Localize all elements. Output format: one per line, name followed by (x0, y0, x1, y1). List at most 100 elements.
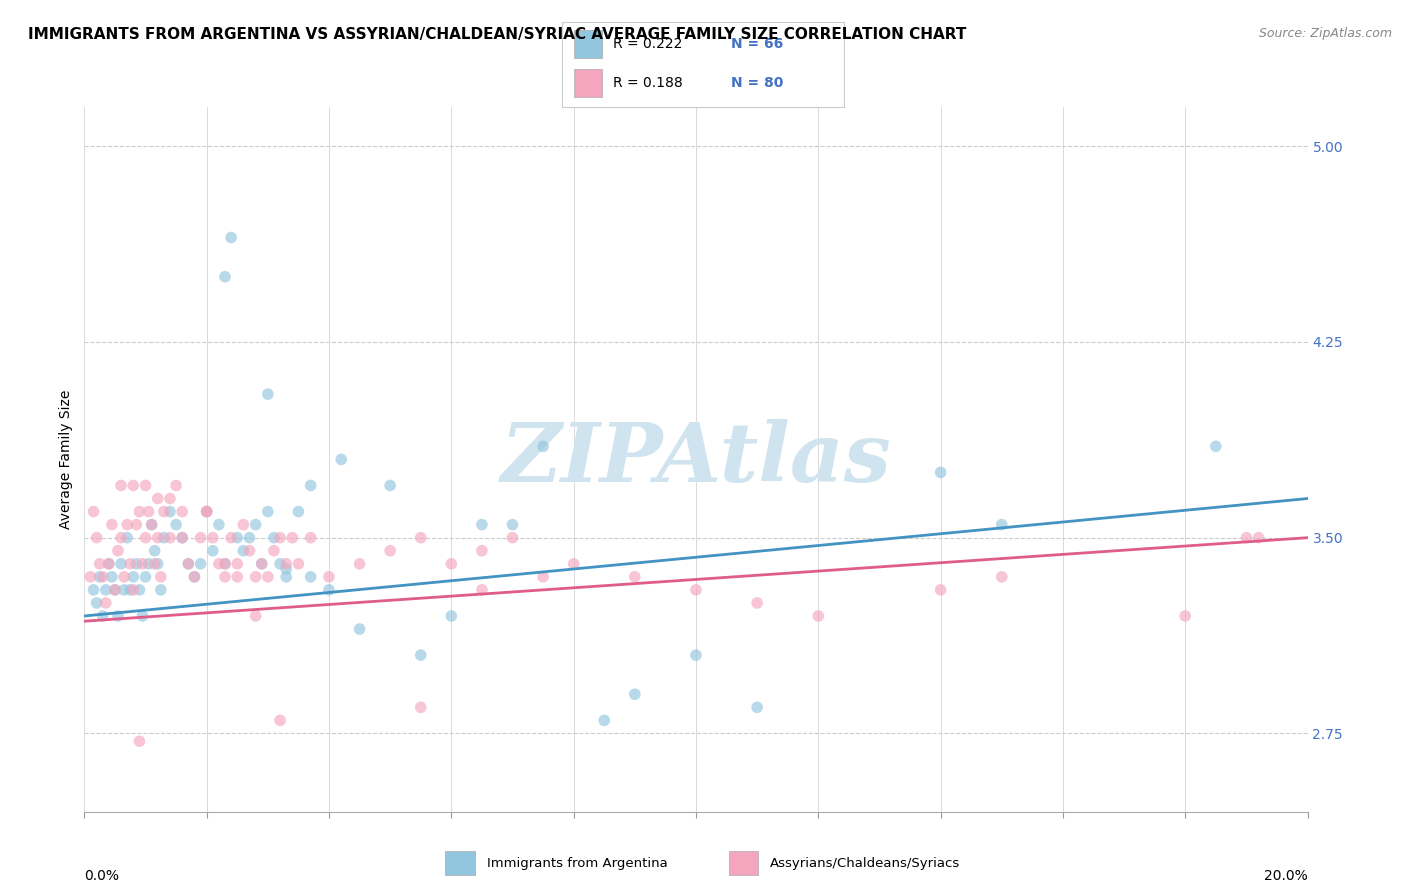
Point (276, 557, 298, 571)
Point (281, 531, 304, 545)
Point (141, 517, 163, 532)
Point (125, 557, 148, 571)
Point (83, 582, 105, 597)
Point (245, 609, 267, 624)
Bar (574, 69, 602, 97)
Point (471, 543, 494, 558)
Point (128, 505, 150, 519)
Point (219, 531, 242, 545)
Point (153, 531, 176, 545)
Point (299, 570, 322, 584)
Point (685, 648, 707, 662)
Point (172, 531, 194, 545)
Point (624, 570, 647, 584)
Y-axis label: Average Family Size: Average Family Size (59, 390, 73, 529)
Point (208, 517, 231, 532)
Point (263, 543, 285, 558)
Point (269, 531, 291, 545)
Point (159, 505, 181, 519)
Point (201, 531, 224, 545)
Point (440, 557, 463, 571)
Point (183, 570, 205, 584)
Point (165, 478, 187, 492)
Point (79, 570, 101, 584)
Point (120, 557, 142, 571)
Bar (446, 851, 475, 875)
Text: ZIPAtlas: ZIPAtlas (501, 419, 891, 500)
Point (269, 557, 291, 571)
Point (531, 439, 554, 453)
Point (245, 517, 267, 532)
Point (86, 596, 108, 610)
Point (219, 230, 242, 244)
Point (115, 531, 138, 545)
Point (232, 543, 254, 558)
Point (143, 543, 166, 558)
Point (183, 570, 205, 584)
Point (97, 557, 120, 571)
Point (89, 557, 111, 571)
Point (257, 570, 280, 584)
Point (172, 531, 194, 545)
Point (110, 478, 132, 492)
Point (380, 478, 402, 492)
Point (97, 557, 120, 571)
Point (380, 543, 402, 558)
Point (94, 596, 117, 610)
Point (91, 570, 114, 584)
Point (250, 557, 273, 571)
Point (747, 700, 769, 714)
Point (146, 531, 169, 545)
Point (159, 531, 181, 545)
Point (112, 582, 135, 597)
Text: 0.0%: 0.0% (84, 869, 120, 883)
Point (263, 531, 285, 545)
Point (440, 609, 463, 624)
Point (201, 543, 224, 558)
Point (128, 734, 150, 748)
Point (257, 387, 280, 401)
Point (226, 531, 249, 545)
Point (195, 505, 218, 519)
Point (562, 557, 585, 571)
Point (89, 570, 111, 584)
Point (107, 543, 129, 558)
Point (172, 505, 194, 519)
Text: Source: ZipAtlas.com: Source: ZipAtlas.com (1258, 27, 1392, 40)
Point (245, 570, 267, 584)
Point (131, 557, 153, 571)
Text: 20.0%: 20.0% (1264, 869, 1308, 883)
Point (593, 714, 616, 728)
Point (685, 582, 707, 597)
Point (190, 557, 212, 571)
Point (107, 609, 129, 624)
Point (929, 582, 952, 597)
Bar (728, 851, 758, 875)
Point (135, 531, 157, 545)
Point (149, 570, 172, 584)
Point (128, 582, 150, 597)
Point (330, 452, 353, 467)
Point (226, 570, 249, 584)
Point (232, 517, 254, 532)
Point (208, 557, 231, 571)
Point (299, 531, 322, 545)
Point (991, 570, 1014, 584)
Point (502, 531, 524, 545)
Point (238, 543, 260, 558)
Point (531, 570, 554, 584)
Point (287, 557, 309, 571)
Point (214, 269, 236, 284)
Point (349, 622, 371, 636)
Point (101, 517, 124, 532)
Point (1174, 609, 1197, 624)
Point (122, 582, 145, 597)
Text: Immigrants from Argentina: Immigrants from Argentina (486, 856, 668, 870)
Point (195, 505, 218, 519)
Point (104, 582, 127, 597)
Point (214, 557, 236, 571)
Point (122, 570, 145, 584)
Point (214, 570, 236, 584)
Point (807, 609, 830, 624)
Point (409, 531, 432, 545)
